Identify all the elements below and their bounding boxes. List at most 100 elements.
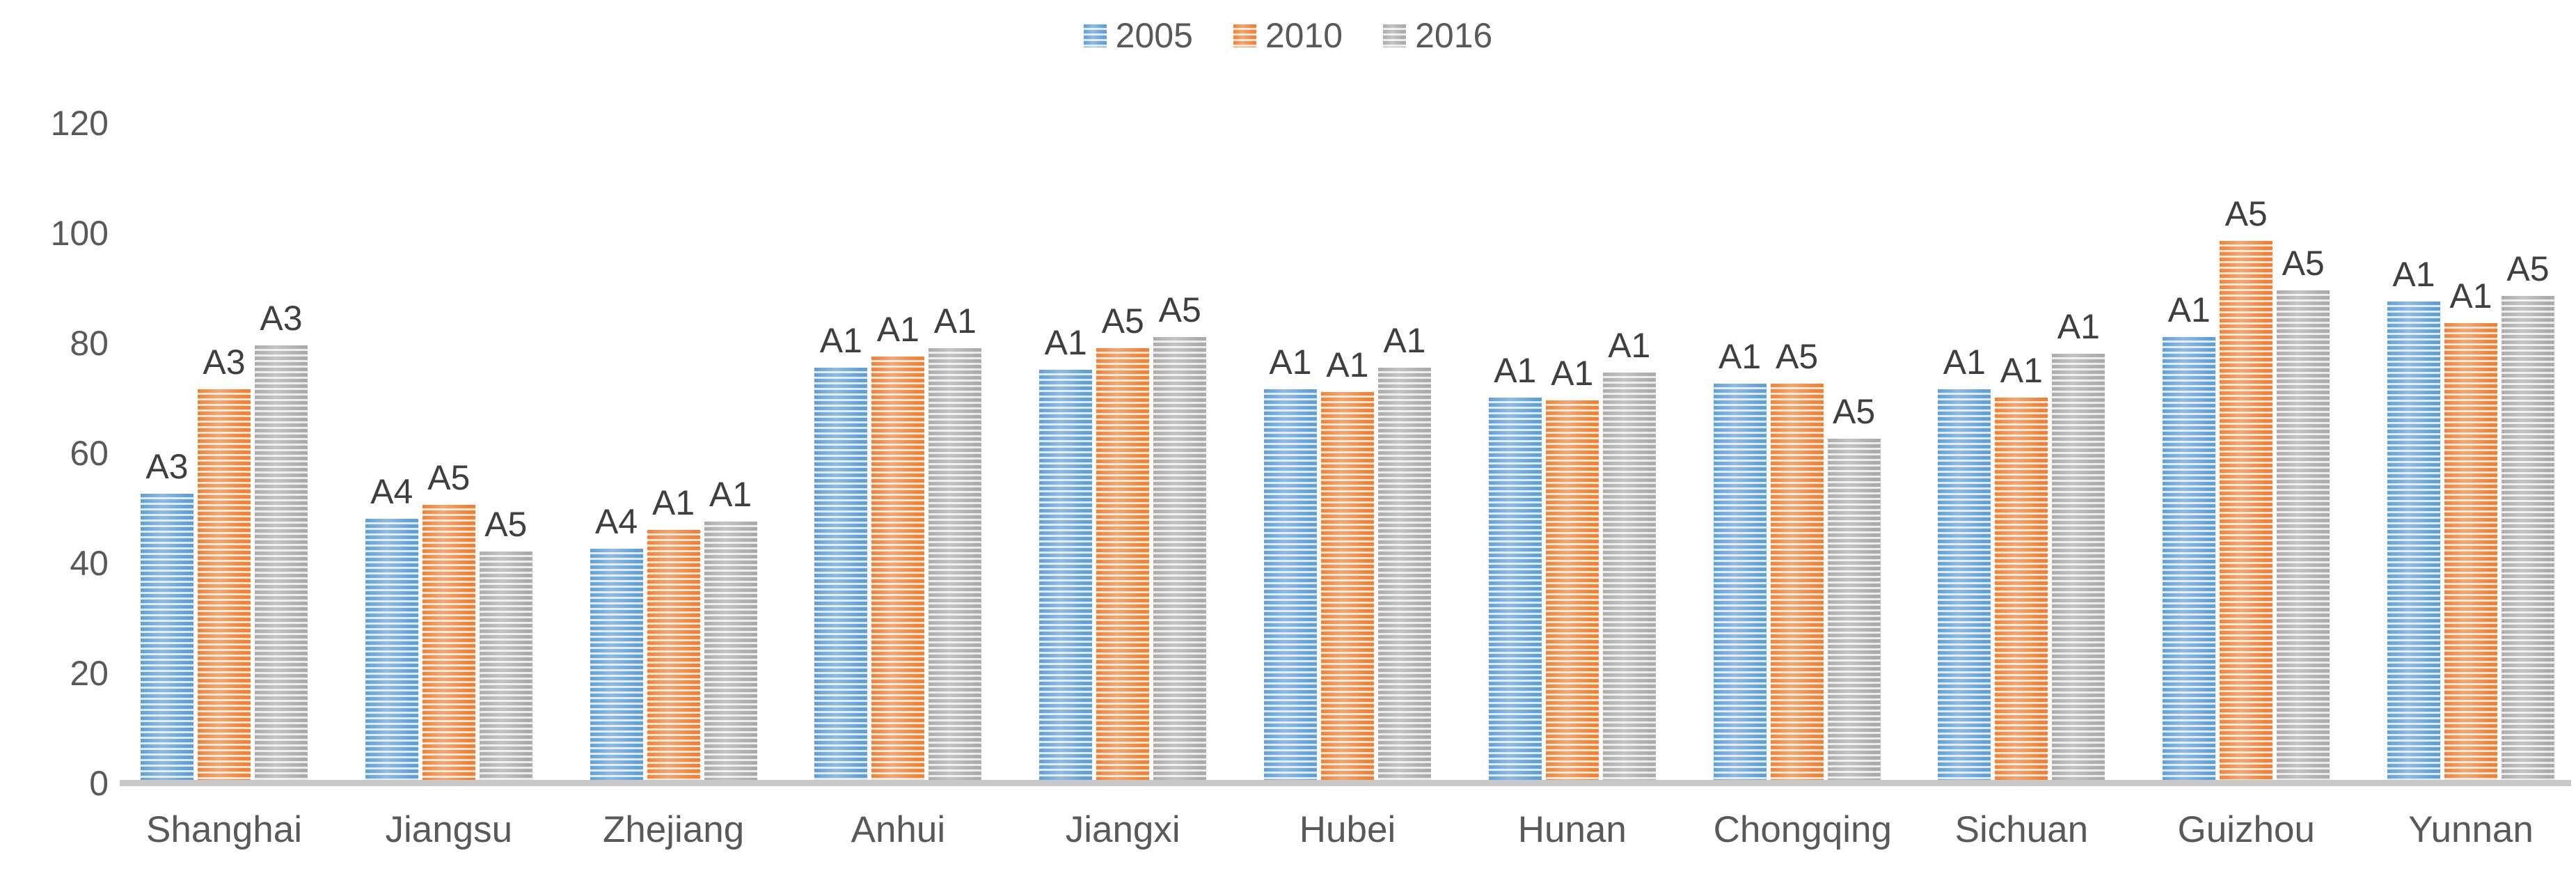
bar-2010-sichuan: A1 bbox=[1995, 351, 2048, 780]
category-label-chongqing: Chongqing bbox=[1713, 809, 1892, 850]
bar-value-label: A1 bbox=[2057, 306, 2100, 346]
bar-2005-hunan: A1 bbox=[1488, 351, 1542, 780]
bar-group-anhui: A1 A1 A1 bbox=[814, 302, 982, 780]
bar-value-label: A1 bbox=[709, 474, 752, 514]
bar-value-label: A5 bbox=[484, 505, 528, 545]
bar-2016-zhejiang: A1 bbox=[704, 475, 757, 780]
bar-value-label: A5 bbox=[427, 458, 471, 497]
x-axis-line bbox=[120, 780, 2571, 786]
bar-group-chongqing: A1 A5 A5 bbox=[1713, 337, 1881, 780]
bar-2016-guizhou: A5 bbox=[2277, 244, 2330, 780]
bar-2005-jiangxi: A1 bbox=[1039, 323, 1093, 780]
legend-swatch-2005 bbox=[1083, 24, 1107, 47]
y-axis: 0 20 40 60 80 100 120 bbox=[0, 0, 114, 876]
bar-2016-hunan: A1 bbox=[1602, 326, 1656, 780]
legend-swatch-2010 bbox=[1233, 24, 1256, 47]
category-label-sichuan: Sichuan bbox=[1954, 809, 2089, 850]
bar-value-label: A5 bbox=[1158, 290, 1201, 330]
bar-2016-anhui: A1 bbox=[929, 302, 982, 780]
bar-value-label: A1 bbox=[876, 309, 919, 349]
bar-2010-hubei: A1 bbox=[1320, 345, 1374, 780]
bar-value-label: A3 bbox=[145, 447, 189, 487]
category-label-shanghai: Shanghai bbox=[146, 809, 302, 850]
bar-2005-guizhou: A1 bbox=[2163, 290, 2216, 780]
bar-2016-hubei: A1 bbox=[1377, 321, 1431, 780]
legend-label-2010: 2010 bbox=[1265, 16, 1343, 55]
bar-group-hubei: A1 A1 A1 bbox=[1263, 321, 1431, 780]
y-axis-tick-label: 60 bbox=[70, 434, 109, 473]
category-label-zhejiang: Zhejiang bbox=[602, 809, 745, 850]
bar-value-label: A1 bbox=[1269, 343, 1312, 382]
category-label-hunan: Hunan bbox=[1517, 809, 1627, 850]
bar-2010-guizhou: A5 bbox=[2220, 194, 2273, 780]
legend-item-2010: 2010 bbox=[1233, 15, 1343, 56]
bar-value-label: A1 bbox=[2392, 254, 2435, 294]
bar-value-label: A1 bbox=[819, 320, 862, 360]
bar-2005-anhui: A1 bbox=[814, 321, 868, 780]
bar-value-label: A1 bbox=[1943, 343, 1986, 382]
bar-value-label: A5 bbox=[2506, 249, 2550, 288]
y-axis-tick-label: 40 bbox=[70, 544, 109, 583]
category-label-guizhou: Guizhou bbox=[2177, 809, 2315, 850]
bar-2005-hubei: A1 bbox=[1263, 343, 1317, 780]
bar-group-shanghai: A3 A3 A3 bbox=[141, 299, 308, 780]
bar-value-label: A1 bbox=[2449, 276, 2492, 316]
bar-value-label: A5 bbox=[1832, 392, 1876, 432]
bar-2005-jiangsu: A4 bbox=[365, 472, 418, 780]
bar-value-label: A1 bbox=[2000, 350, 2043, 390]
bar-group-guizhou: A1 A5 A5 bbox=[2163, 194, 2330, 780]
legend-item-2005: 2005 bbox=[1083, 15, 1193, 56]
bar-2016-yunnan: A5 bbox=[2501, 249, 2554, 780]
bar-value-label: A1 bbox=[1718, 337, 1762, 377]
y-axis-tick-label: 100 bbox=[50, 214, 109, 253]
bar-value-label: A1 bbox=[1494, 350, 1537, 390]
bar-value-label: A1 bbox=[1608, 326, 1651, 366]
category-label-hubei: Hubei bbox=[1299, 809, 1396, 850]
y-axis-tick-label: 80 bbox=[70, 324, 109, 363]
bar-group-jiangsu: A4 A5 A5 bbox=[365, 458, 532, 780]
bars-row: A3 A3 A3 A4 A5 A5 A4 A1 A1 A1 A1 A1 A1 A5 A5 A1 A1 A1 A1 A1… bbox=[128, 194, 2567, 780]
category-axis: Shanghai Jiangsu Zhejiang Anhui Jiangxi Hubei… bbox=[128, 808, 2567, 852]
legend-label-2016: 2016 bbox=[1415, 16, 1493, 55]
bar-value-label: A5 bbox=[2225, 194, 2268, 233]
bar-value-label: A4 bbox=[595, 502, 638, 542]
bar-value-label: A1 bbox=[652, 483, 695, 522]
bar-value-label: A1 bbox=[933, 301, 977, 341]
bar-value-label: A3 bbox=[260, 298, 303, 338]
bar-value-label: A5 bbox=[1775, 337, 1819, 377]
bar-value-label: A1 bbox=[1383, 320, 1426, 360]
category-label-jiangxi: Jiangxi bbox=[1065, 809, 1180, 850]
bar-value-label: A3 bbox=[203, 343, 246, 382]
bar-2005-yunnan: A1 bbox=[2387, 255, 2440, 780]
bar-group-jiangxi: A1 A5 A5 bbox=[1039, 290, 1207, 780]
bar-value-label: A4 bbox=[370, 471, 413, 511]
bar-2005-shanghai: A3 bbox=[141, 447, 193, 780]
category-label-jiangsu: Jiangsu bbox=[385, 809, 513, 850]
bar-2010-yunnan: A1 bbox=[2444, 276, 2497, 780]
bar-2016-shanghai: A3 bbox=[255, 299, 308, 780]
legend-item-2016: 2016 bbox=[1383, 15, 1492, 56]
legend-label-2005: 2005 bbox=[1115, 16, 1193, 55]
bar-2005-sichuan: A1 bbox=[1938, 343, 1991, 780]
bar-2005-chongqing: A1 bbox=[1713, 337, 1767, 780]
bar-value-label: A5 bbox=[2282, 243, 2325, 283]
bar-2010-anhui: A1 bbox=[871, 310, 925, 780]
bar-group-sichuan: A1 A1 A1 bbox=[1938, 307, 2105, 780]
bar-2010-chongqing: A5 bbox=[1770, 337, 1824, 780]
bar-2005-zhejiang: A4 bbox=[590, 502, 643, 780]
bar-2010-zhejiang: A1 bbox=[647, 483, 700, 780]
y-axis-tick-label: 0 bbox=[89, 764, 109, 803]
bar-group-yunnan: A1 A1 A5 bbox=[2387, 249, 2554, 780]
y-axis-tick-label: 20 bbox=[70, 654, 109, 693]
bar-value-label: A1 bbox=[1044, 323, 1087, 363]
category-label-yunnan: Yunnan bbox=[2408, 809, 2534, 850]
bar-2016-jiangxi: A5 bbox=[1153, 290, 1207, 780]
bar-2010-hunan: A1 bbox=[1545, 354, 1599, 780]
bar-group-zhejiang: A4 A1 A1 bbox=[590, 475, 757, 780]
bar-2010-jiangxi: A5 bbox=[1096, 302, 1150, 780]
bar-value-label: A1 bbox=[1551, 353, 1594, 393]
category-label-anhui: Anhui bbox=[851, 809, 946, 850]
bar-value-label: A1 bbox=[1326, 345, 1369, 385]
bar-2016-sichuan: A1 bbox=[2052, 307, 2105, 780]
bar-2016-jiangsu: A5 bbox=[479, 505, 532, 780]
